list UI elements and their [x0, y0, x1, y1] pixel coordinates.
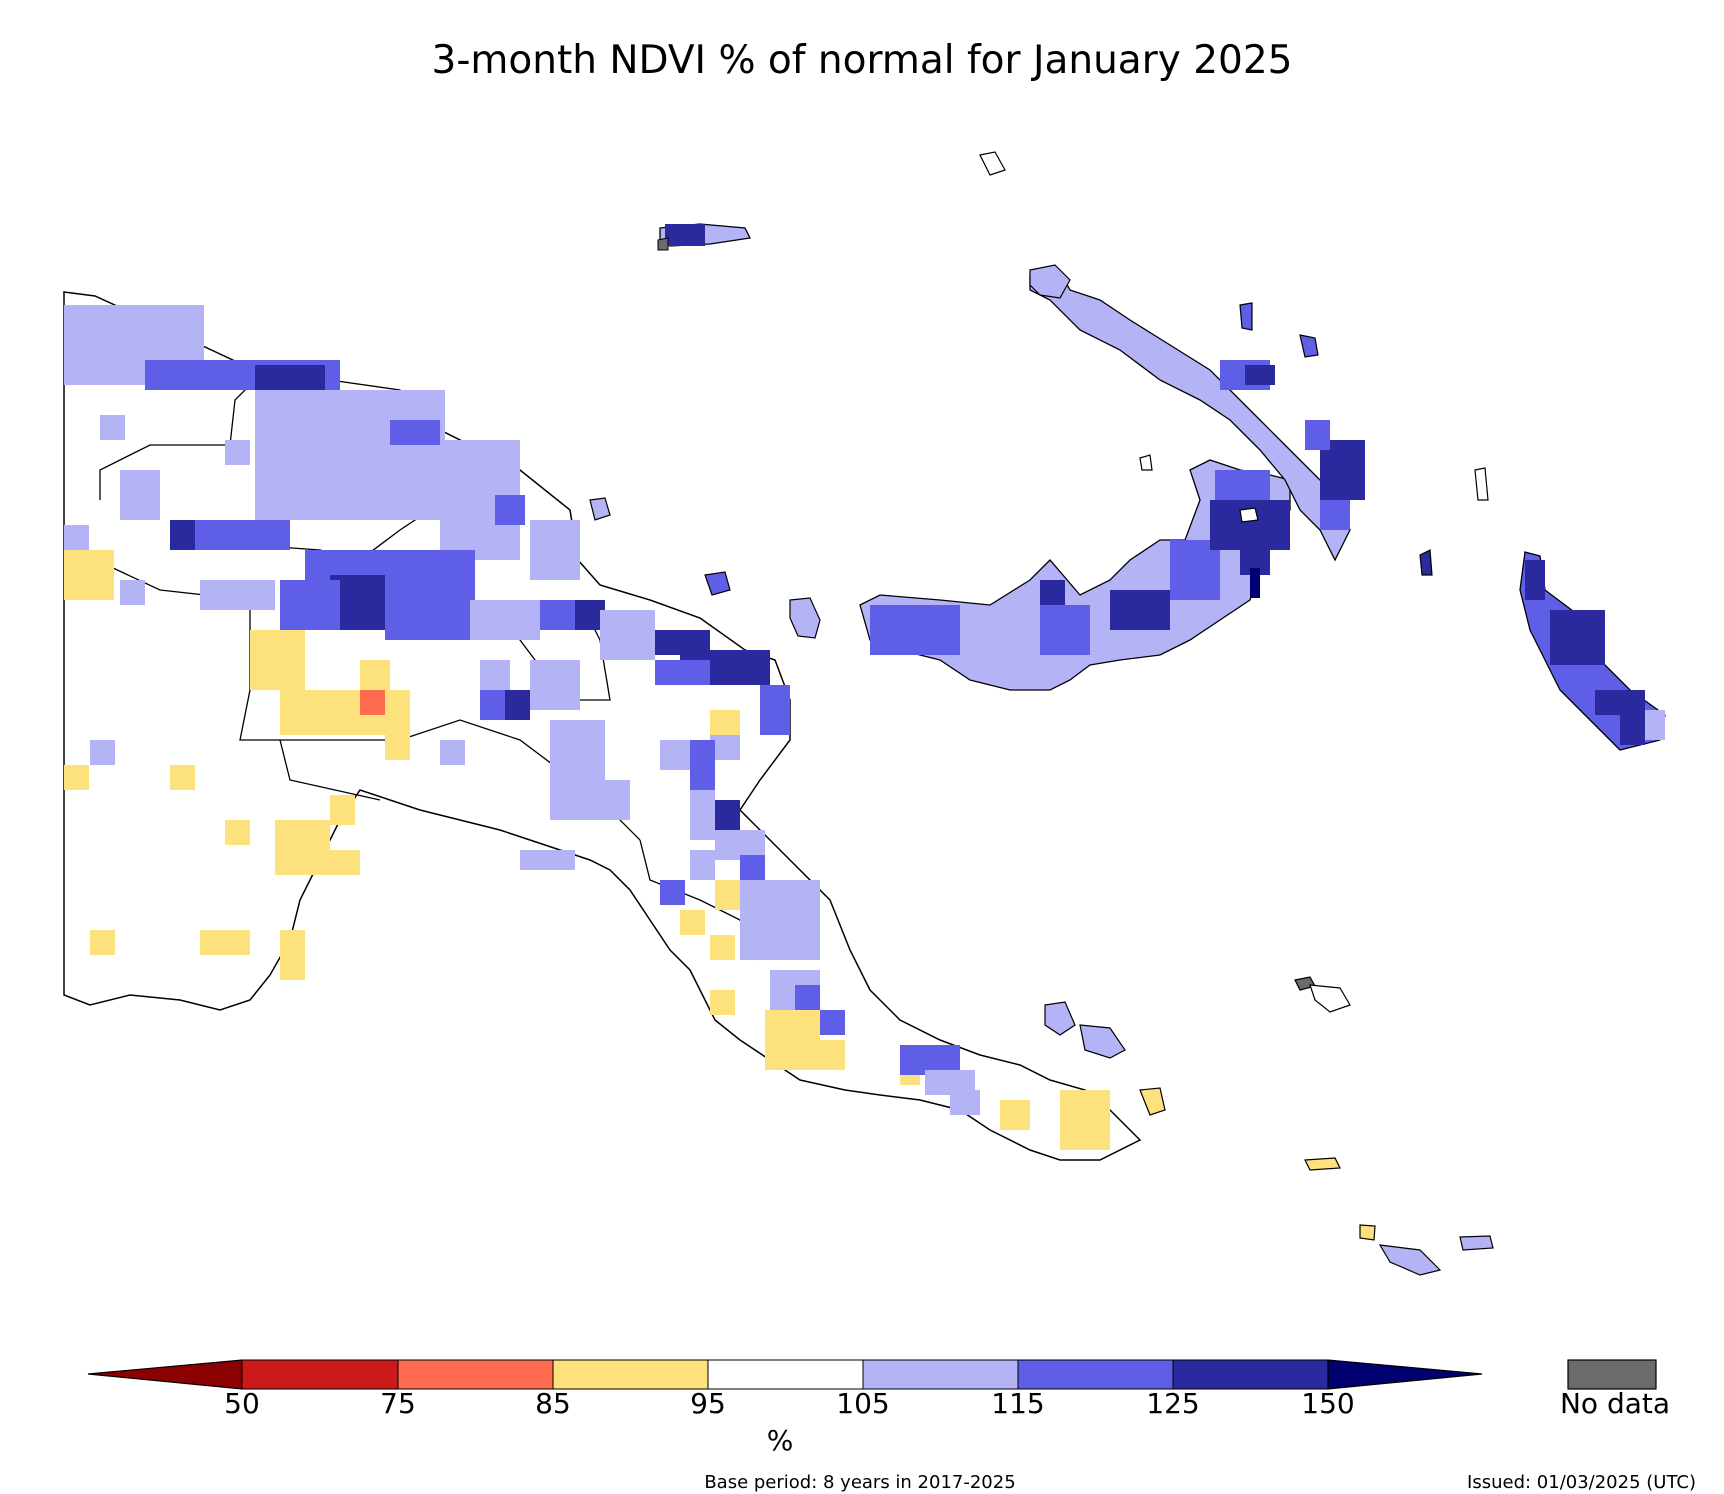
colorbar-tick-label: 150: [1301, 1387, 1355, 1420]
colorbar-bin-50-75: [241, 1359, 399, 1390]
new-ireland: [1029, 271, 1365, 562]
colorbar-tick-label: 115: [991, 1387, 1045, 1420]
colorbar-tick-label: 125: [1146, 1387, 1200, 1420]
issued-date: Issued: 01/03/2025 (UTC): [1467, 1472, 1696, 1493]
colorbar-tick-label: 50: [224, 1387, 260, 1420]
colorbar-extend-high: [1327, 1359, 1483, 1390]
colorbar-extend-low: [87, 1359, 243, 1390]
nodata-label: No data: [1559, 1387, 1671, 1420]
nodata-swatch: [1567, 1359, 1657, 1390]
colorbar-bin-75-85: [397, 1359, 554, 1390]
bougainville: [1519, 551, 1666, 751]
colorbar-bin-115-125: [1017, 1359, 1174, 1390]
colorbar-unit-label: %: [766, 1424, 794, 1457]
colorbar-tick-label: 75: [380, 1387, 416, 1420]
map-title: 3-month NDVI % of normal for January 202…: [431, 38, 1293, 83]
new-britain: [859, 459, 1291, 691]
ndvi-cells-mainland: [64, 305, 1110, 1150]
colorbar-tick-label: 85: [535, 1387, 571, 1420]
colorbar-tick-label: 105: [836, 1387, 890, 1420]
colorbar-bin-105-115: [862, 1359, 1019, 1390]
base-period-note: Base period: 8 years in 2017-2025: [704, 1472, 1016, 1493]
colorbar-tick-label: 95: [690, 1387, 726, 1420]
colorbar-bin-125-150: [1172, 1359, 1329, 1390]
small-islands: [589, 151, 1494, 1276]
manus-island: [657, 223, 751, 251]
colorbar-bin-85-95: [552, 1359, 709, 1390]
colorbar-bin-95-105: [707, 1359, 864, 1390]
